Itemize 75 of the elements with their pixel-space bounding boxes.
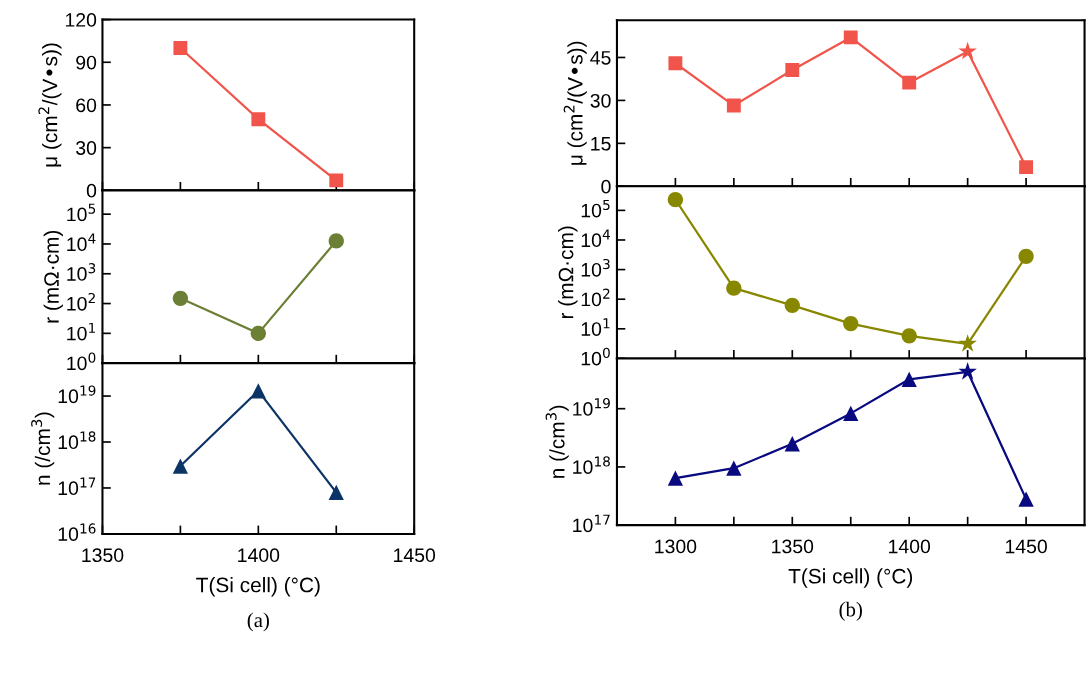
x-tick-label: 1300 [655, 539, 697, 554]
point [328, 484, 344, 501]
y-tick-label: 10$^{17}$ [573, 514, 610, 533]
y-tick-label: 10$^{4}$ [581, 229, 610, 248]
y-tick-label: 10$^{16}$ [58, 523, 96, 542]
point [784, 436, 800, 452]
x-tick-label: 1450 [1005, 539, 1047, 554]
y-tick-label: 10$^{1}$ [67, 322, 96, 341]
y-axis-title: μ (cm$^{2}$/(V•s)) [38, 43, 62, 167]
x-tick-label: 1350 [772, 539, 814, 554]
x-tick-label: 1450 [394, 548, 436, 563]
point [726, 98, 741, 113]
point [958, 362, 977, 380]
y-tick-label: 10$^{0}$ [67, 352, 96, 371]
point [1019, 160, 1034, 175]
point [901, 371, 917, 387]
y-axis-title: μ (cm$^{2}$/(V•s)) [563, 41, 587, 165]
y-axis-title: n (/cm$^{3}$) [31, 412, 55, 485]
text: (b) [839, 601, 862, 621]
y-tick-label: 90 [76, 55, 97, 70]
y-tick-label: 10$^{17}$ [58, 477, 96, 496]
point [902, 75, 917, 90]
y-tick-label: 10$^{0}$ [581, 347, 610, 366]
y-tick-label: 0 [86, 183, 97, 198]
point [328, 233, 344, 249]
text: (a) [247, 612, 269, 632]
y-tick-label: 30 [590, 93, 611, 108]
x-tick-label: 1400 [238, 548, 280, 563]
point [329, 173, 344, 188]
point [843, 315, 859, 332]
point [667, 470, 684, 486]
y-tick-label: 10$^{1}$ [581, 318, 610, 336]
y-tick-label: 10$^{4}$ [67, 233, 96, 252]
point [173, 41, 188, 55]
y-tick-label: 15 [591, 137, 611, 151]
point [172, 458, 189, 474]
y-axis-title: r (mΩ·cm) [43, 230, 64, 323]
point [726, 280, 742, 296]
y-tick-label: 0 [601, 179, 611, 194]
point [726, 460, 742, 476]
point [784, 297, 800, 313]
y-axis-title: r (mΩ·cm) [558, 226, 578, 319]
point [1018, 491, 1034, 507]
x-tick-label: 1400 [889, 539, 931, 554]
y-tick-label: 10$^{5}$ [581, 199, 610, 218]
point [250, 383, 266, 399]
point [901, 328, 917, 344]
point [667, 192, 684, 208]
point [958, 41, 977, 60]
x-axis-title: T(Si cell) (°C) [196, 577, 320, 597]
x-tick-label: 1350 [82, 548, 124, 563]
point [250, 325, 266, 341]
y-tick-label: 30 [76, 141, 97, 155]
y-tick-label: 120 [65, 13, 97, 27]
y-tick-label: 10$^{18}$ [58, 431, 96, 450]
y-tick-label: 10$^{19}$ [573, 398, 610, 416]
y-tick-label: 10$^{3}$ [581, 258, 610, 277]
y-tick-label: 45 [590, 51, 611, 65]
x-axis-title: T(Si cell) (°C) [788, 568, 913, 588]
point [785, 63, 800, 78]
point [843, 30, 858, 45]
y-tick-label: 60 [76, 98, 97, 113]
y-tick-label: 10$^{2}$ [581, 288, 610, 307]
y-tick-label: 10$^{3}$ [67, 263, 96, 281]
y-tick-label: 10$^{2}$ [67, 292, 95, 311]
point [843, 405, 859, 422]
point [1018, 248, 1034, 264]
y-tick-label: 10$^{18}$ [573, 456, 610, 475]
point [958, 334, 977, 352]
point [251, 112, 266, 127]
y-tick-label: 10$^{19}$ [58, 385, 96, 404]
y-tick-label: 10$^{5}$ [67, 203, 96, 222]
point [668, 56, 683, 71]
y-axis-title: n (/cm$^{3}$) [545, 405, 569, 478]
point [172, 290, 189, 306]
